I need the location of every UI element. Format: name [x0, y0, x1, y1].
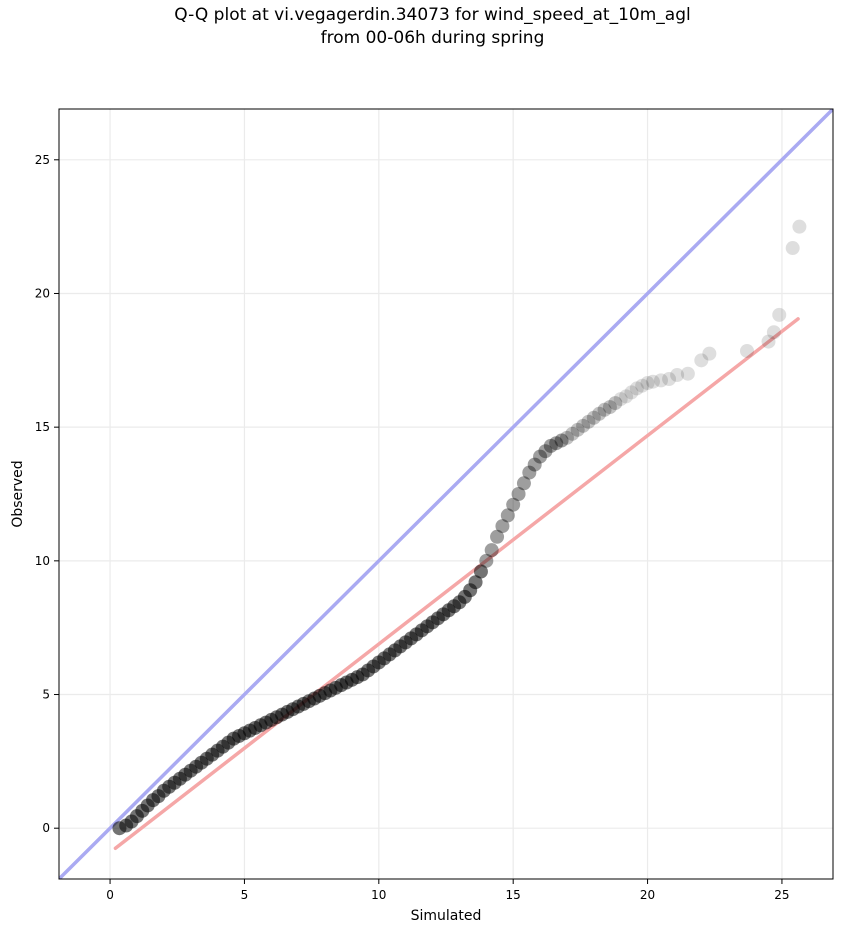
qq-point [495, 519, 510, 534]
x-tick-label: 0 [106, 888, 114, 902]
plot-frame [58, 108, 834, 880]
x-tick-label: 5 [241, 888, 249, 902]
qq-point [522, 465, 537, 480]
qq-point [680, 366, 695, 381]
x-axis-label: Simulated [411, 908, 482, 924]
qq-point [662, 372, 677, 387]
qq-point [792, 219, 807, 234]
qq-point [624, 385, 639, 400]
qq-point [654, 373, 668, 388]
qq-point [645, 374, 660, 389]
qq-point [479, 553, 494, 568]
y-tick-label: 25 [35, 153, 50, 167]
qq-point [533, 449, 548, 464]
reference-line-layer [59, 109, 833, 879]
data-points [112, 219, 807, 836]
x-axis-ticks: 0 5 10 15 20 25 [106, 879, 790, 902]
qq-point [619, 389, 634, 404]
qq-point [613, 392, 628, 407]
x-tick-label: 10 [371, 888, 386, 902]
qq-point [473, 564, 488, 579]
qq-point [597, 402, 612, 417]
fit-line-layer [113, 317, 800, 851]
y-tick-label: 0 [42, 821, 50, 835]
qq-point [785, 241, 800, 256]
fit-line [113, 317, 800, 851]
reference-line [59, 109, 833, 879]
grid-lines [59, 109, 833, 879]
qq-point [565, 426, 580, 441]
y-axis-label: Observed [10, 460, 26, 527]
qq-point [576, 418, 591, 433]
qq-point [640, 376, 655, 391]
qq-point [694, 353, 709, 368]
qq-point [670, 368, 685, 383]
qq-point [538, 444, 553, 459]
qq-point [592, 406, 607, 421]
qq-point [629, 381, 644, 396]
qq-point [554, 433, 569, 448]
x-tick-label: 25 [774, 888, 789, 902]
qq-point [559, 430, 574, 445]
qq-point [586, 410, 601, 425]
chart-title: Q-Q plot at vi.vegagerdin.34073 for wind… [174, 5, 691, 48]
y-tick-label: 20 [35, 286, 50, 300]
qq-point [602, 400, 617, 415]
qq-point [490, 529, 505, 544]
qq-point [468, 575, 483, 590]
x-tick-label: 15 [506, 888, 521, 902]
x-tick-label: 20 [640, 888, 655, 902]
qq-point [506, 497, 521, 512]
qq-point [608, 396, 623, 411]
qq-point [702, 346, 717, 361]
qq-point [516, 476, 531, 491]
qq-point [543, 438, 558, 453]
y-axis-ticks: 0 5 10 15 20 25 [35, 153, 59, 835]
qq-point [527, 457, 542, 472]
qq-point [484, 543, 499, 558]
qq-point [740, 343, 754, 358]
qq-point [549, 436, 564, 451]
qq-point [581, 414, 596, 429]
y-tick-label: 15 [35, 420, 50, 434]
y-tick-label: 10 [35, 554, 50, 568]
y-tick-label: 5 [42, 688, 50, 702]
qq-point [500, 508, 515, 523]
qq-point [635, 378, 650, 393]
qq-point [761, 334, 776, 349]
qq-point [511, 487, 526, 501]
qq-point [570, 422, 585, 437]
qq-point [772, 307, 787, 322]
qq-point [766, 325, 781, 340]
